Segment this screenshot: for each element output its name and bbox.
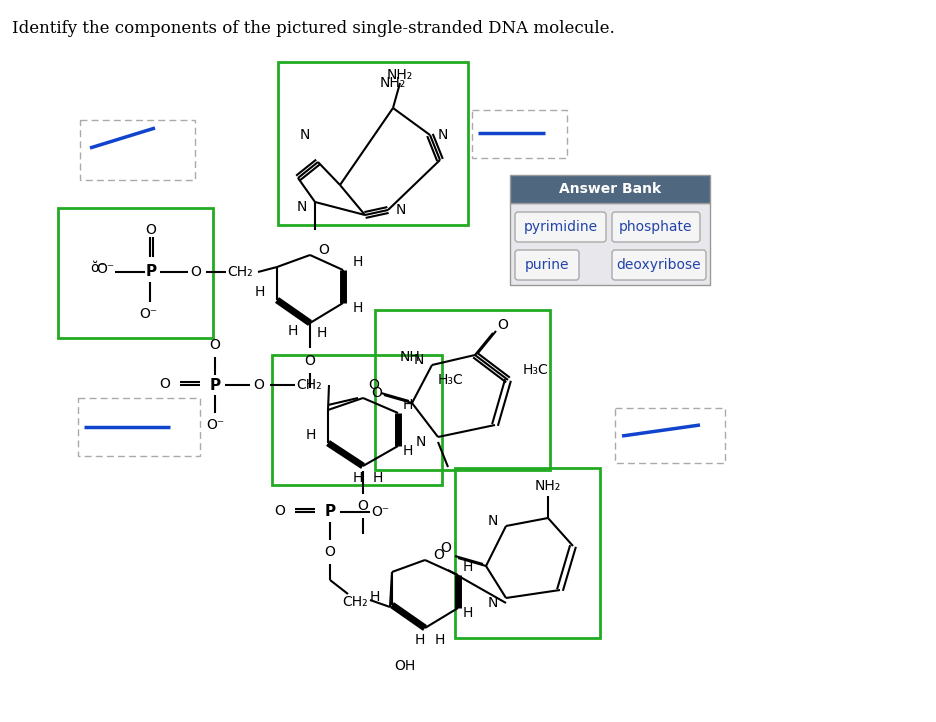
Text: P: P bbox=[145, 264, 156, 279]
Bar bbox=[80, 120, 195, 180]
Bar bbox=[78, 398, 199, 456]
Text: O: O bbox=[432, 548, 444, 562]
Text: H₃C: H₃C bbox=[522, 363, 548, 377]
Text: N: N bbox=[297, 200, 307, 214]
Text: H: H bbox=[255, 285, 265, 299]
Text: H: H bbox=[287, 324, 298, 338]
Bar bbox=[58, 208, 212, 338]
Text: O: O bbox=[190, 265, 201, 279]
Text: deoxyribose: deoxyribose bbox=[616, 258, 700, 272]
Text: N: N bbox=[413, 353, 424, 367]
Text: CH₂: CH₂ bbox=[342, 595, 368, 609]
Bar bbox=[614, 408, 724, 463]
Text: H: H bbox=[353, 471, 363, 485]
Text: O: O bbox=[274, 504, 285, 518]
Text: pyrimidine: pyrimidine bbox=[523, 220, 597, 234]
Text: H: H bbox=[316, 326, 327, 340]
Text: CH₂: CH₂ bbox=[227, 265, 253, 279]
Text: H: H bbox=[353, 255, 363, 269]
Text: O: O bbox=[368, 378, 379, 392]
Text: O: O bbox=[317, 243, 329, 257]
Text: NH₂: NH₂ bbox=[534, 479, 561, 493]
Text: O: O bbox=[159, 377, 169, 391]
Text: O: O bbox=[304, 354, 315, 368]
Text: O: O bbox=[324, 545, 335, 559]
Text: H: H bbox=[434, 633, 445, 647]
Bar bbox=[374, 310, 549, 470]
Text: O⁻: O⁻ bbox=[139, 307, 157, 321]
Text: H: H bbox=[305, 428, 315, 442]
Bar bbox=[509, 175, 709, 203]
Text: O⁻: O⁻ bbox=[95, 262, 114, 276]
Text: O: O bbox=[358, 499, 368, 513]
Text: H: H bbox=[462, 606, 473, 620]
Text: N: N bbox=[416, 435, 426, 449]
Text: H: H bbox=[402, 444, 413, 458]
Bar bbox=[278, 62, 467, 225]
Text: H: H bbox=[402, 398, 413, 412]
Text: O: O bbox=[497, 318, 508, 332]
Text: N: N bbox=[437, 128, 448, 142]
FancyBboxPatch shape bbox=[515, 212, 606, 242]
Text: NH₂: NH₂ bbox=[379, 76, 405, 90]
Text: ŏ⁻: ŏ⁻ bbox=[90, 261, 106, 275]
FancyBboxPatch shape bbox=[515, 250, 578, 280]
Text: O⁻: O⁻ bbox=[371, 505, 388, 519]
Text: H: H bbox=[462, 560, 473, 574]
Text: H: H bbox=[369, 590, 380, 604]
Text: Answer Bank: Answer Bank bbox=[559, 182, 661, 196]
Text: H: H bbox=[353, 301, 363, 315]
Text: P: P bbox=[210, 378, 220, 393]
Text: H: H bbox=[415, 633, 425, 647]
Text: O: O bbox=[145, 223, 156, 237]
Text: H: H bbox=[373, 471, 383, 485]
Text: N: N bbox=[396, 203, 406, 217]
Bar bbox=[455, 468, 599, 638]
Text: O: O bbox=[210, 338, 220, 352]
Text: NH₂: NH₂ bbox=[387, 68, 413, 82]
Text: OH: OH bbox=[394, 659, 416, 673]
Text: O: O bbox=[440, 541, 451, 555]
Text: H₃C: H₃C bbox=[437, 373, 462, 387]
Text: purine: purine bbox=[524, 258, 569, 272]
Text: N: N bbox=[487, 596, 497, 610]
Text: N: N bbox=[300, 128, 310, 142]
FancyBboxPatch shape bbox=[611, 212, 699, 242]
Bar bbox=[509, 203, 709, 285]
Text: NH: NH bbox=[399, 350, 419, 364]
Text: O⁻: O⁻ bbox=[206, 418, 224, 432]
Text: O: O bbox=[371, 386, 382, 400]
Bar bbox=[472, 110, 566, 158]
Text: phosphate: phosphate bbox=[619, 220, 692, 234]
Text: CH₂: CH₂ bbox=[296, 378, 321, 392]
Text: O: O bbox=[254, 378, 264, 392]
Text: N: N bbox=[487, 514, 497, 528]
Text: Identify the components of the pictured single-stranded DNA molecule.: Identify the components of the pictured … bbox=[12, 20, 614, 37]
FancyBboxPatch shape bbox=[611, 250, 705, 280]
Bar bbox=[271, 355, 442, 485]
Text: P: P bbox=[324, 505, 335, 520]
